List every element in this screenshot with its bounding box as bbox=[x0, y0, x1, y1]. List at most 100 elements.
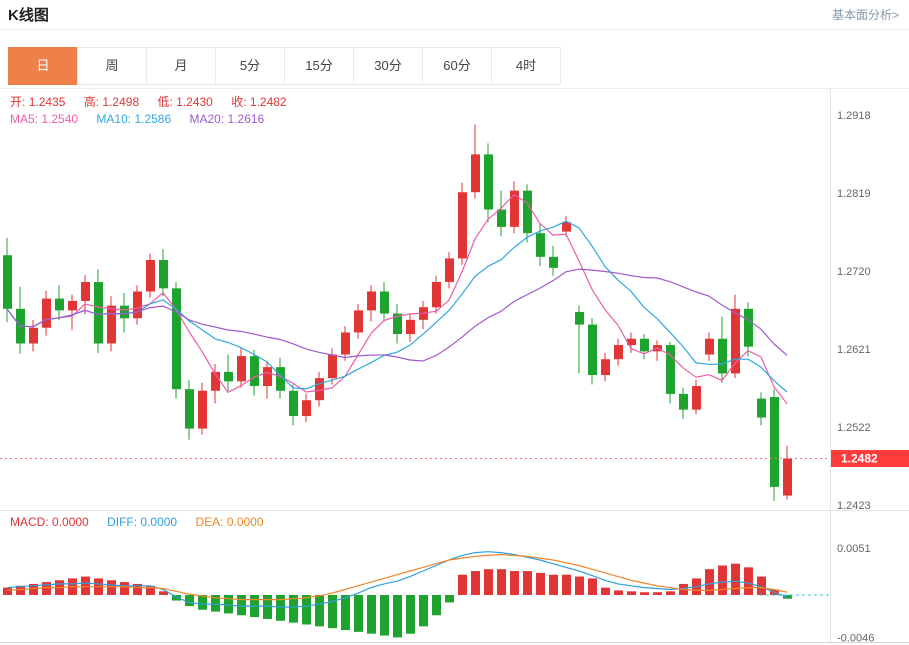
macd-bar bbox=[315, 595, 324, 627]
tab-15min[interactable]: 15分 bbox=[284, 47, 354, 85]
tab-60min[interactable]: 60分 bbox=[422, 47, 492, 85]
macd-bar bbox=[120, 582, 129, 595]
candle-body bbox=[458, 192, 467, 259]
price-axis-label: 1.2918 bbox=[837, 110, 871, 122]
ohlc-info: 开: 1.2435 高: 1.2498 低: 1.2430 收: 1.2482 bbox=[10, 93, 302, 110]
candle-body bbox=[55, 298, 64, 311]
macd-bar bbox=[185, 595, 194, 607]
macd-bar bbox=[627, 591, 636, 595]
price-axis-label: 1.2819 bbox=[837, 188, 871, 200]
macd-bar bbox=[614, 590, 623, 595]
candle-body bbox=[406, 319, 415, 335]
chart-area: 1.2918 1.2819 1.2720 1.2621 1.2522 1.2423 0.00… bbox=[0, 88, 909, 645]
candle-body bbox=[523, 190, 532, 234]
candle-body bbox=[146, 259, 155, 292]
candle-body bbox=[562, 222, 571, 232]
candle-body bbox=[757, 398, 766, 418]
dea-line bbox=[6, 553, 788, 601]
candle-body bbox=[42, 298, 51, 328]
ma10-value: MA10: 1.2586 bbox=[96, 112, 172, 126]
macd-bar bbox=[536, 572, 545, 595]
candle-body bbox=[367, 291, 376, 311]
price-axis-label: 1.2720 bbox=[837, 266, 871, 278]
macd-bar bbox=[432, 595, 441, 616]
price-axis-label: 1.2621 bbox=[837, 344, 871, 356]
price-axis-label: 1.2522 bbox=[837, 422, 871, 434]
macd-bar bbox=[146, 585, 155, 595]
tab-month[interactable]: 月 bbox=[146, 47, 216, 85]
macd-bar bbox=[172, 595, 181, 601]
candle-body bbox=[107, 305, 116, 344]
tab-day[interactable]: 日 bbox=[8, 47, 78, 85]
dea-value: DEA: 0.0000 bbox=[195, 515, 264, 529]
macd-bar bbox=[549, 574, 558, 595]
macd-bar bbox=[263, 595, 272, 619]
last-price-label: 1.2482 bbox=[841, 452, 878, 466]
macd-bar bbox=[588, 578, 597, 595]
macd-bar bbox=[276, 595, 285, 621]
macd-bar bbox=[328, 595, 337, 629]
candle-body bbox=[263, 367, 272, 387]
candle-body bbox=[783, 458, 792, 496]
macd-axis-label: 0.0051 bbox=[837, 543, 871, 555]
macd-bar bbox=[666, 591, 675, 595]
macd-bar bbox=[367, 595, 376, 634]
macd-bar bbox=[575, 576, 584, 595]
macd-bar bbox=[653, 592, 662, 595]
macd-bar bbox=[42, 582, 51, 595]
candle-body bbox=[133, 291, 142, 319]
macd-bar bbox=[159, 591, 168, 595]
candle-body bbox=[640, 338, 649, 352]
macd-bar bbox=[783, 595, 792, 599]
candle-body bbox=[549, 256, 558, 268]
candle-body bbox=[380, 291, 389, 314]
macd-bar bbox=[29, 583, 38, 595]
candle-body bbox=[497, 209, 506, 227]
candle-body bbox=[393, 313, 402, 335]
macd-bar bbox=[445, 595, 454, 603]
candle-body bbox=[315, 378, 324, 401]
macd-bar bbox=[81, 576, 90, 595]
macd-bar bbox=[731, 563, 740, 595]
candle-body bbox=[159, 259, 168, 289]
candle-body bbox=[198, 390, 207, 429]
candle-body bbox=[302, 400, 311, 416]
candle-body bbox=[705, 338, 714, 355]
kline-chart[interactable]: 1.2918 1.2819 1.2720 1.2621 1.2522 1.2423 0.00… bbox=[0, 88, 909, 645]
candle-body bbox=[94, 282, 103, 344]
open-value: 开: 1.2435 bbox=[10, 95, 66, 109]
candle-body bbox=[510, 190, 519, 227]
candle-body bbox=[445, 258, 454, 283]
candle-body bbox=[432, 282, 441, 308]
macd-bar bbox=[523, 571, 532, 595]
diff-value: DIFF: 0.0000 bbox=[107, 515, 178, 529]
candle-body bbox=[224, 371, 233, 382]
tab-4hour[interactable]: 4时 bbox=[491, 47, 561, 85]
macd-bar bbox=[757, 576, 766, 595]
candle-body bbox=[341, 332, 350, 355]
candle-body bbox=[692, 386, 701, 410]
macd-info: MACD: 0.0000 DIFF: 0.0000 DEA: 0.0000 bbox=[10, 515, 279, 529]
tab-5min[interactable]: 5分 bbox=[215, 47, 285, 85]
candle-body bbox=[575, 311, 584, 325]
tab-30min[interactable]: 30分 bbox=[353, 47, 423, 85]
candle-body bbox=[614, 345, 623, 360]
macd-bar bbox=[744, 567, 753, 595]
macd-bar bbox=[497, 569, 506, 595]
candle-body bbox=[250, 356, 259, 387]
candle-body bbox=[627, 338, 636, 346]
macd-bar bbox=[406, 595, 415, 634]
fundamental-analysis-link[interactable]: 基本面分析> bbox=[831, 8, 899, 22]
ma-info: MA5: 1.2540 MA10: 1.2586 MA20: 1.2616 bbox=[10, 112, 279, 126]
ma20-line bbox=[6, 268, 788, 362]
candle-body bbox=[536, 233, 545, 257]
price-axis-label: 1.2423 bbox=[837, 500, 871, 512]
macd-bar bbox=[380, 595, 389, 636]
ma5-line bbox=[6, 194, 788, 405]
macd-bar bbox=[718, 565, 727, 595]
candle-body bbox=[770, 397, 779, 487]
candle-body bbox=[185, 389, 194, 429]
tab-week[interactable]: 周 bbox=[77, 47, 147, 85]
interval-tabs: 日 周 月 5分 15分 30分 60分 4时 bbox=[8, 47, 909, 85]
